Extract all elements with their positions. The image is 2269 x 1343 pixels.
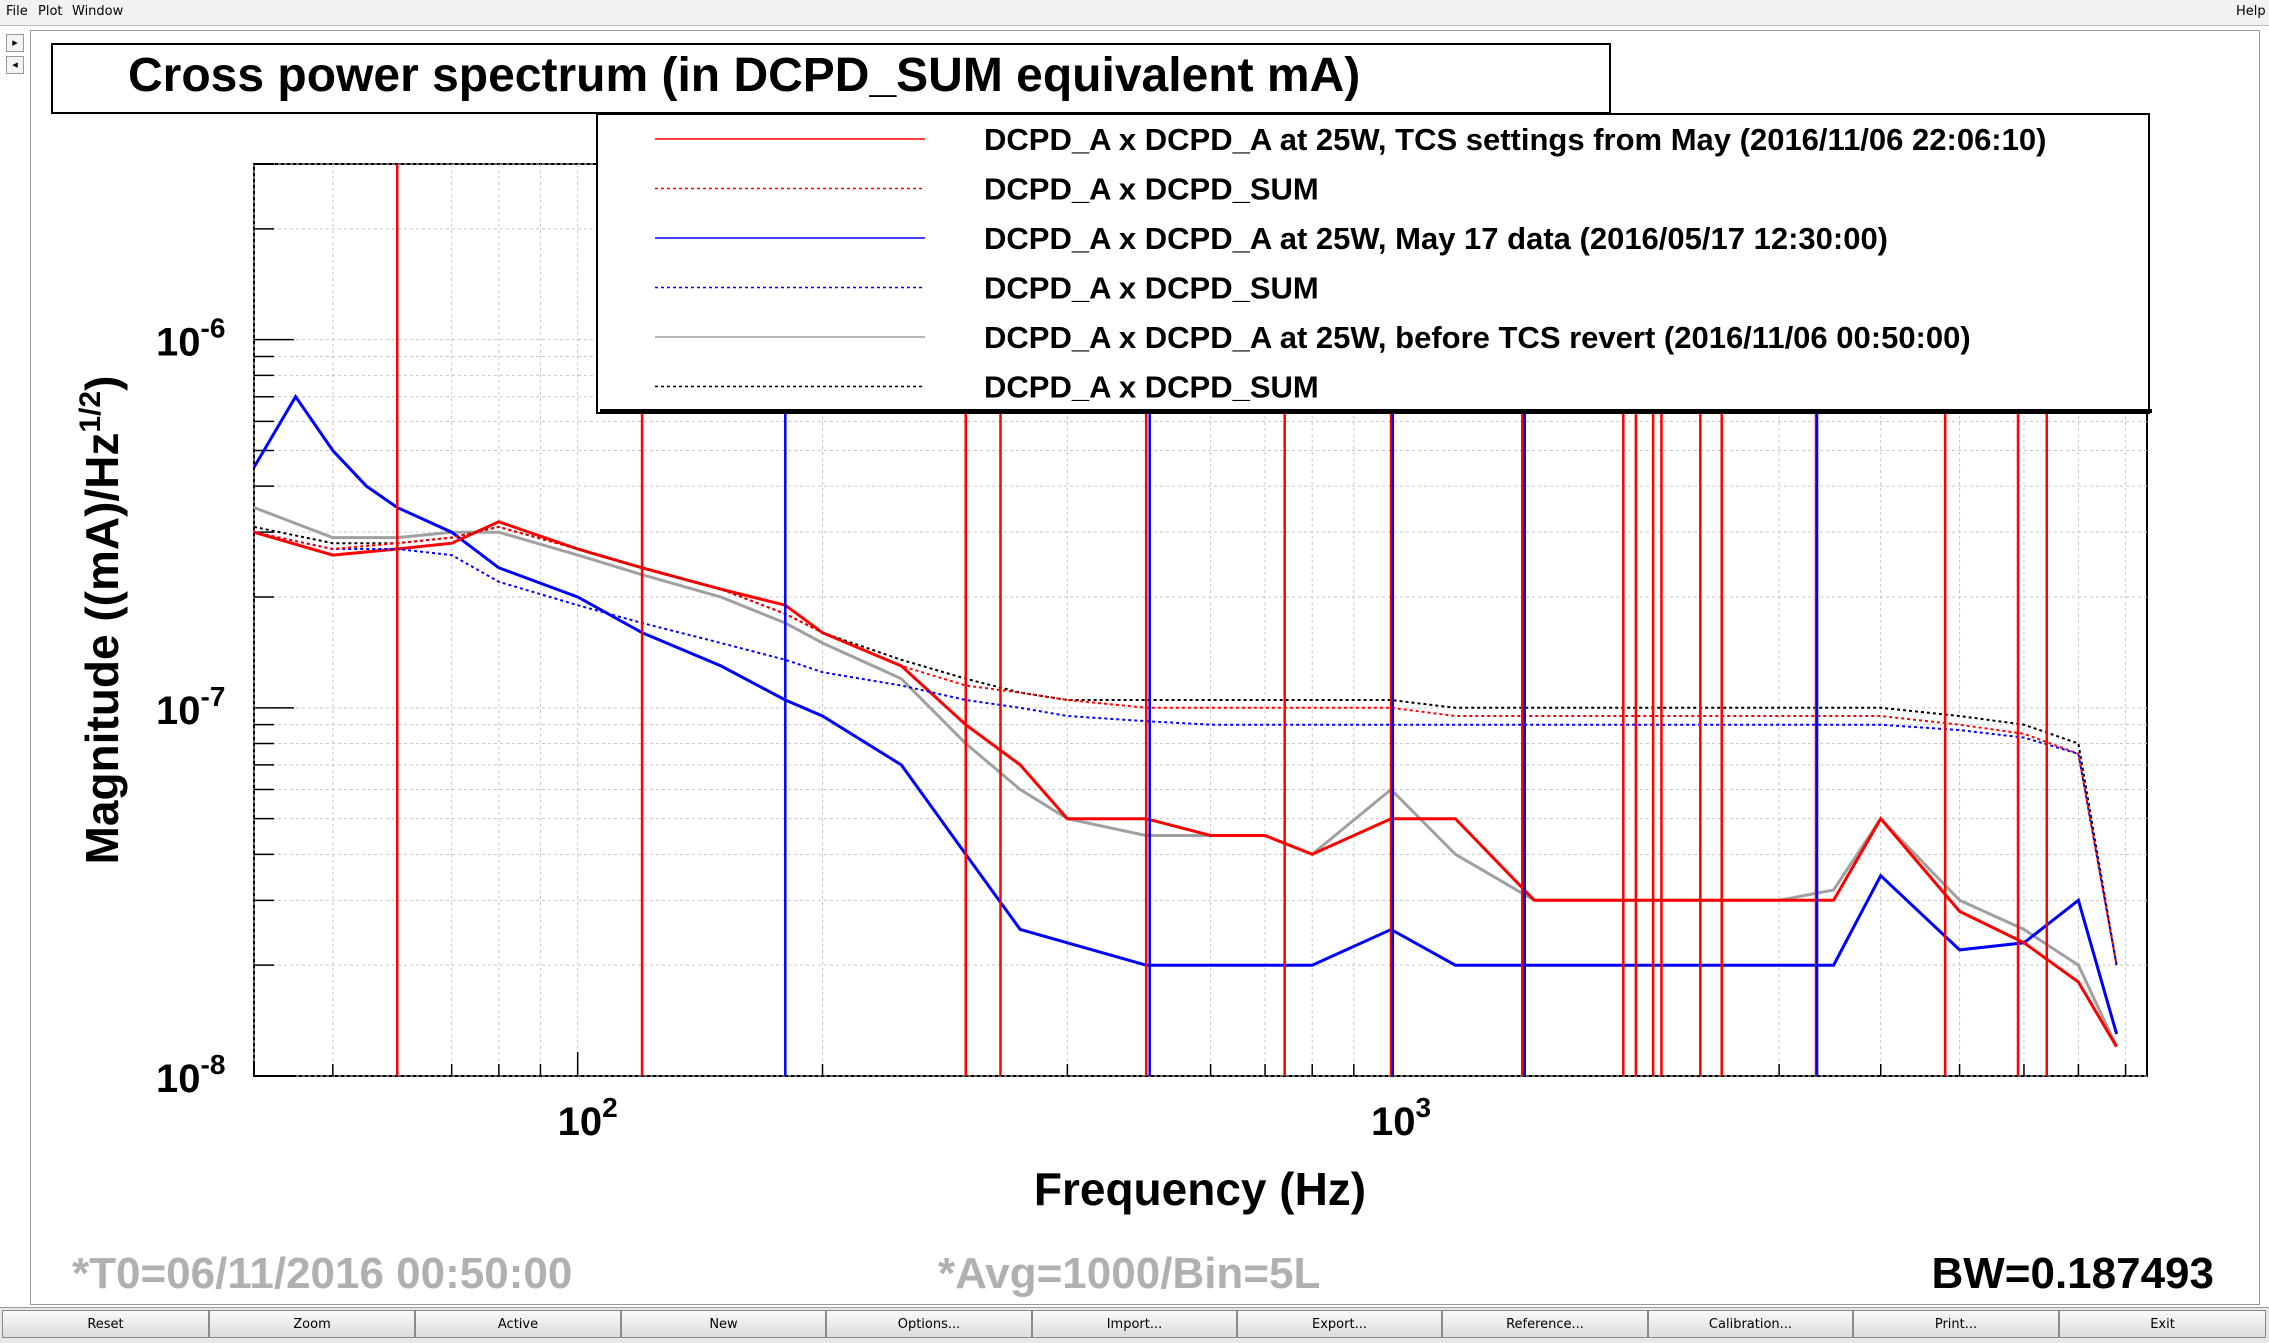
- active-button[interactable]: Active: [415, 1310, 621, 1338]
- y-tick-label-base: 10: [156, 1057, 201, 1101]
- y-tick-label-exp: -8: [201, 1049, 226, 1080]
- legend-label-5: DCPD_A x DCPD_SUM: [984, 370, 1319, 405]
- y-axis-label: Magnitude ((mA)/Hz1/2): [74, 376, 128, 865]
- menu-file[interactable]: File: [6, 4, 28, 19]
- y-axis-label-main: Magnitude ((mA)/Hz: [76, 433, 128, 865]
- menu-help[interactable]: Help: [2236, 4, 2266, 19]
- x-axis-label: Frequency (Hz): [1034, 1163, 1366, 1215]
- legend-label-2: DCPD_A x DCPD_A at 25W, May 17 data (201…: [984, 221, 1888, 256]
- chart-svg[interactable]: Cross power spectrum (in DCPD_SUM equiva…: [0, 0, 2269, 1305]
- sidebar-arrows: ▸ ◂: [6, 34, 26, 78]
- y-tick-label: 10-8: [156, 1049, 225, 1101]
- footer-t0: *T0=06/11/2016 00:50:00: [72, 1249, 572, 1298]
- y-axis-label-sup: 1/2: [74, 391, 107, 433]
- menubar: File Plot Window Help: [0, 0, 2269, 26]
- menu-plot[interactable]: Plot: [38, 4, 63, 19]
- series-line-3: [254, 531, 2118, 966]
- x-tick-label: 103: [1371, 1092, 1431, 1144]
- series-line-1: [254, 525, 2118, 966]
- calibration-button[interactable]: Calibration...: [1648, 1310, 1853, 1338]
- exit-button[interactable]: Exit: [2059, 1310, 2266, 1338]
- options-button[interactable]: Options...: [826, 1310, 1032, 1338]
- legend-label-1: DCPD_A x DCPD_SUM: [984, 172, 1319, 207]
- y-tick-label-exp: -7: [201, 681, 226, 712]
- menu-window[interactable]: Window: [72, 4, 124, 19]
- y-tick-label: 10-6: [156, 313, 225, 365]
- legend-label-0: DCPD_A x DCPD_A at 25W, TCS settings fro…: [984, 122, 2046, 157]
- x-tick-label-exp: 3: [1416, 1092, 1432, 1123]
- y-tick-label-base: 10: [156, 321, 201, 365]
- title-box: [51, 43, 1611, 114]
- x-tick-label-exp: 2: [602, 1092, 618, 1123]
- print-button[interactable]: Print...: [1853, 1310, 2059, 1338]
- x-tick-label-base: 10: [1371, 1100, 1416, 1144]
- arrow-right-icon[interactable]: ▸: [6, 34, 24, 52]
- x-tick-label-base: 10: [558, 1100, 603, 1144]
- series-line-4: [254, 506, 2118, 1048]
- export-button[interactable]: Export...: [1237, 1310, 1442, 1338]
- y-tick-label-base: 10: [156, 689, 201, 733]
- import-button[interactable]: Import...: [1032, 1310, 1237, 1338]
- zoom-button[interactable]: Zoom: [209, 1310, 415, 1338]
- series-line-0: [254, 520, 2118, 1048]
- bottom-button-bar: Reset Zoom Active New Options... Import.…: [0, 1307, 2269, 1343]
- legend-box: [596, 113, 2150, 414]
- legend-shadow: [600, 409, 2152, 413]
- new-button[interactable]: New: [621, 1310, 826, 1338]
- x-tick-label: 102: [558, 1092, 618, 1144]
- legend-label-4: DCPD_A x DCPD_A at 25W, before TCS rever…: [984, 320, 1971, 355]
- chart-title: Cross power spectrum (in DCPD_SUM equiva…: [128, 49, 1360, 102]
- arrow-left-icon[interactable]: ◂: [6, 56, 24, 74]
- y-axis-label-end: ): [76, 376, 128, 391]
- legend: DCPD_A x DCPD_A at 25W, TCS settings fro…: [596, 113, 2152, 414]
- y-tick-label-exp: -6: [201, 313, 226, 344]
- reference-button[interactable]: Reference...: [1442, 1310, 1648, 1338]
- series-line-5: [254, 525, 2118, 966]
- reset-button[interactable]: Reset: [2, 1310, 209, 1338]
- footer-avg: *Avg=1000/Bin=5L: [938, 1249, 1320, 1298]
- y-tick-label: 10-7: [156, 681, 225, 733]
- legend-label-3: DCPD_A x DCPD_SUM: [984, 271, 1319, 306]
- footer-bw: BW=0.187493: [1931, 1249, 2214, 1298]
